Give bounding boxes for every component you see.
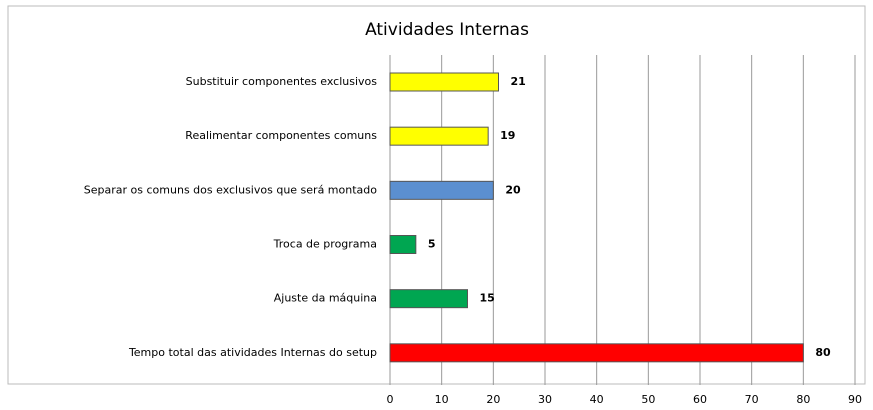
x-tick-label: 90 bbox=[848, 393, 862, 406]
x-tick-label: 0 bbox=[387, 393, 394, 406]
x-tick-label: 30 bbox=[538, 393, 552, 406]
bar bbox=[389, 180, 494, 200]
x-tick-label: 10 bbox=[435, 393, 449, 406]
y-tick-label: Ajuste da máquina bbox=[274, 292, 377, 305]
value-label: 15 bbox=[480, 292, 495, 305]
bar bbox=[389, 235, 417, 254]
y-tick-label: Separar os comuns dos exclusivos que ser… bbox=[84, 183, 377, 196]
x-tick-label: 40 bbox=[590, 393, 604, 406]
value-label: 21 bbox=[511, 75, 526, 88]
value-label: 80 bbox=[815, 346, 831, 359]
x-tick-label: 20 bbox=[486, 393, 500, 406]
bar bbox=[389, 343, 804, 363]
value-label: 20 bbox=[505, 183, 521, 196]
value-label: 5 bbox=[428, 238, 436, 251]
chart-title: Atividades Internas bbox=[365, 20, 529, 40]
y-tick-label: Realimentar componentes comuns bbox=[185, 129, 377, 142]
y-tick-label: Tempo total das atividades Internas do s… bbox=[128, 346, 377, 359]
x-tick-label: 70 bbox=[745, 393, 759, 406]
y-tick-label: Substituir componentes exclusivos bbox=[186, 75, 378, 88]
bar bbox=[389, 126, 489, 146]
value-label: 19 bbox=[500, 129, 515, 142]
bar bbox=[389, 289, 468, 309]
y-tick-label: Troca de programa bbox=[273, 238, 377, 251]
chart-frame bbox=[7, 5, 866, 385]
x-tick-label: 50 bbox=[641, 393, 655, 406]
x-tick-label: 60 bbox=[693, 393, 707, 406]
x-tick-label: 80 bbox=[796, 393, 810, 406]
bar bbox=[389, 72, 499, 92]
